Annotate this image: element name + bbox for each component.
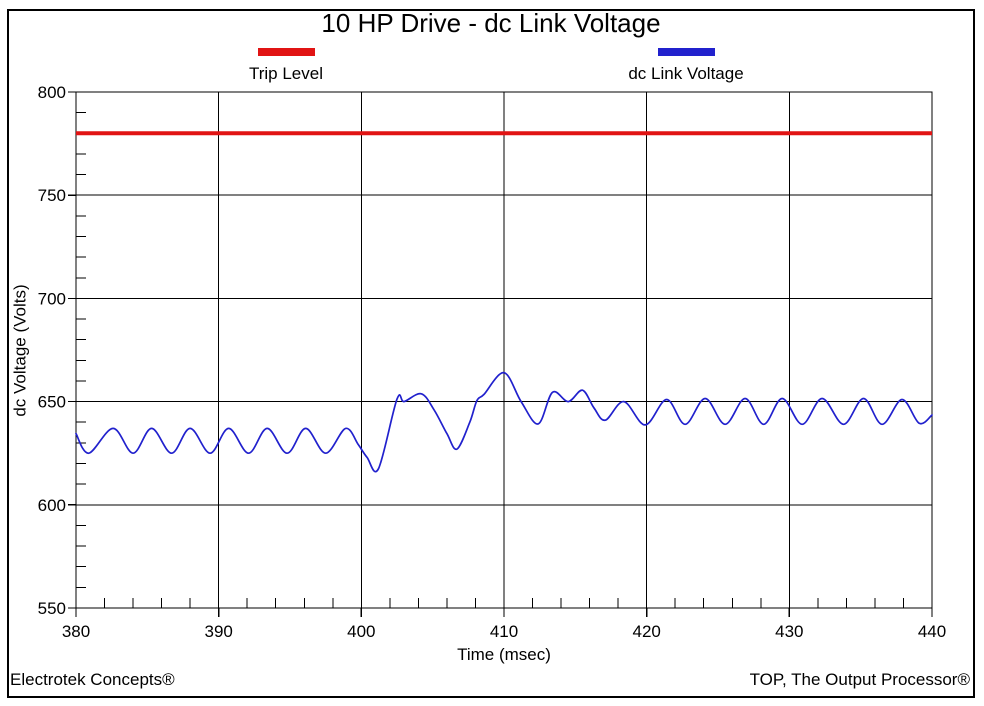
- x-tick-label: 420: [633, 622, 661, 641]
- footer-brand: Electrotek Concepts®: [10, 670, 175, 689]
- x-tick-label: 430: [775, 622, 803, 641]
- x-tick-label: 390: [205, 622, 233, 641]
- trip-level-legend-label: Trip Level: [248, 64, 323, 83]
- chart-frame: [7, 9, 975, 698]
- y-tick-label: 750: [38, 186, 66, 205]
- x-tick-label: 380: [62, 622, 90, 641]
- y-tick-label: 550: [38, 599, 66, 618]
- legend-item-dc-link-voltage: dc Link Voltage: [626, 48, 746, 83]
- dc-link-voltage-legend-label: dc Link Voltage: [628, 64, 744, 83]
- plot-border: [75, 91, 933, 609]
- x-axis-title: Time (msec): [457, 645, 551, 664]
- y-tick-label: 650: [38, 393, 66, 412]
- dc-link-voltage-curve: [75, 371, 933, 473]
- x-tick-label: 440: [918, 622, 946, 641]
- footer-app-name: TOP, The Output Processor®: [749, 670, 970, 689]
- y-tick-label: 600: [38, 496, 66, 515]
- chart-title: 10 HP Drive - dc Link Voltage: [321, 8, 661, 38]
- x-tick-label: 410: [490, 622, 518, 641]
- x-tick-label: 400: [347, 622, 375, 641]
- dc-link-voltage-color-swatch: [657, 48, 715, 56]
- legend-item-trip-level: Trip Level: [226, 48, 346, 83]
- y-axis-title: dc Voltage (Volts): [10, 284, 30, 417]
- trip-level-color-swatch: [257, 48, 315, 56]
- y-tick-label: 700: [38, 289, 66, 308]
- y-tick-label: 800: [38, 83, 66, 102]
